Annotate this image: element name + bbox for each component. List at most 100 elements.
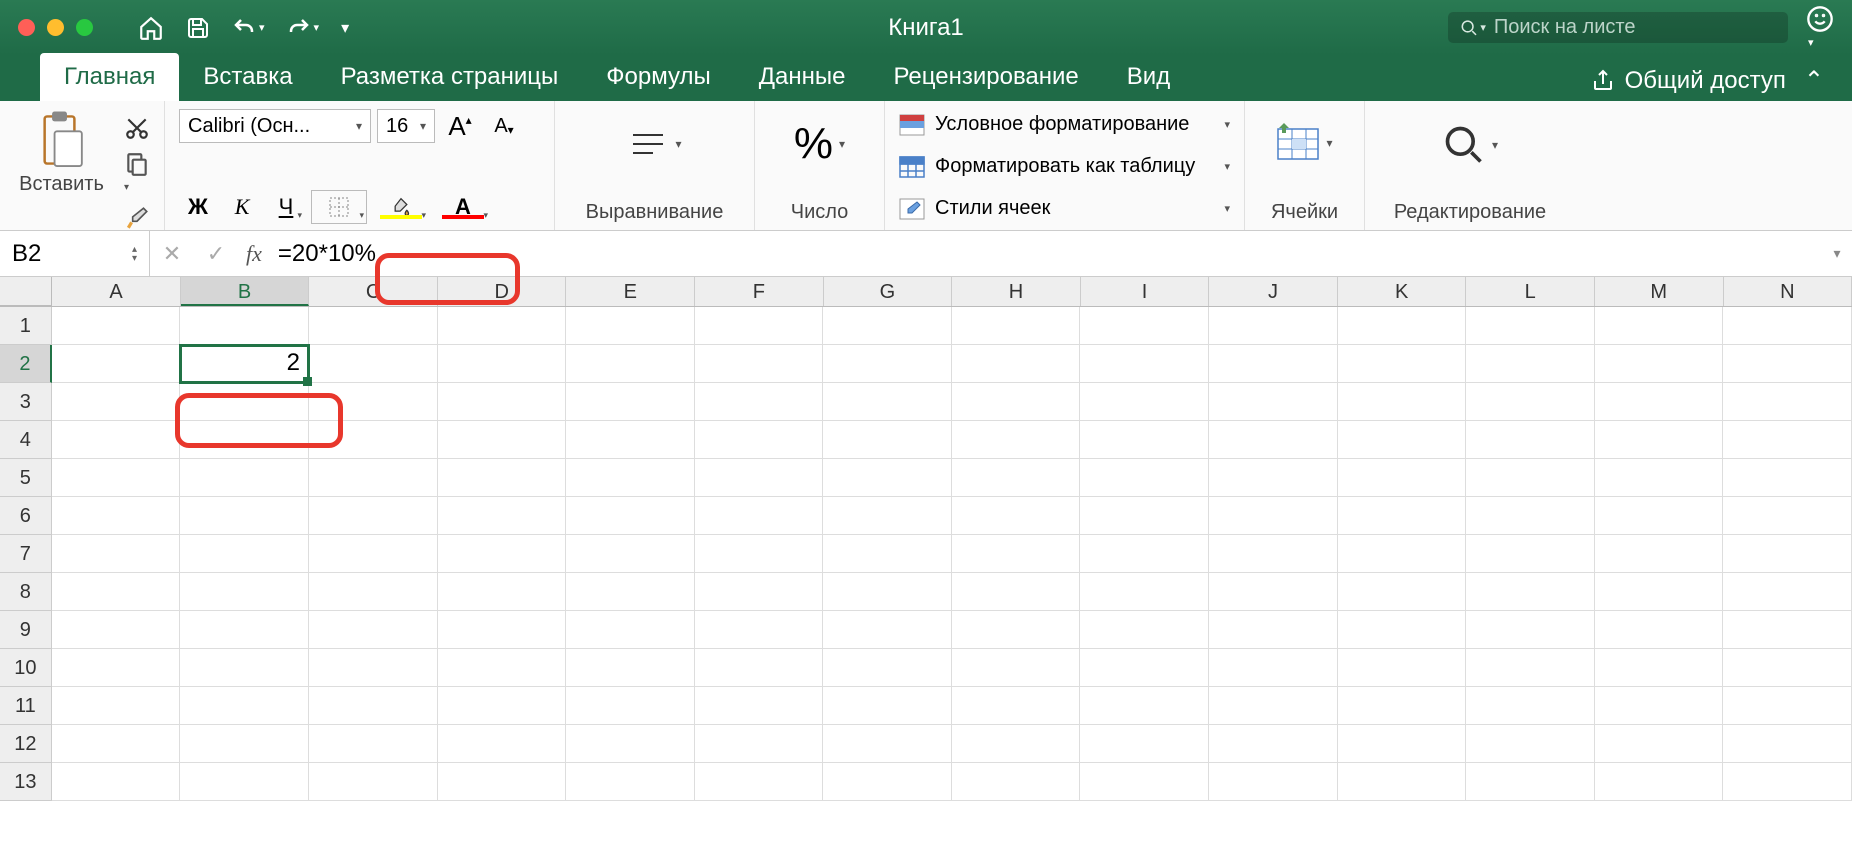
cell[interactable] (1209, 725, 1338, 763)
redo-icon[interactable]: ▾ (287, 16, 320, 40)
cell[interactable] (1080, 763, 1209, 801)
row-header[interactable]: 4 (0, 421, 52, 459)
cell[interactable] (1338, 725, 1467, 763)
cell[interactable] (180, 725, 309, 763)
find-icon[interactable] (1442, 123, 1486, 167)
cell[interactable] (566, 497, 695, 535)
cell[interactable] (1466, 459, 1595, 497)
cell[interactable] (695, 459, 824, 497)
conditional-formatting-button[interactable]: Условное форматирование▾ (899, 109, 1230, 140)
cell[interactable] (1466, 307, 1595, 345)
cell[interactable] (566, 687, 695, 725)
borders-button[interactable]: ▾ (311, 190, 367, 224)
cell[interactable] (1338, 611, 1467, 649)
cell[interactable] (1466, 497, 1595, 535)
cell[interactable] (1723, 687, 1852, 725)
cell[interactable] (180, 535, 309, 573)
cell[interactable] (1595, 307, 1724, 345)
cell[interactable] (180, 383, 309, 421)
cell[interactable]: 2 (180, 345, 309, 383)
format-painter-icon[interactable] (124, 205, 150, 231)
cell[interactable] (1209, 459, 1338, 497)
cell[interactable] (180, 307, 309, 345)
cell[interactable] (823, 763, 952, 801)
cell[interactable] (309, 383, 438, 421)
cell[interactable] (1466, 535, 1595, 573)
cell[interactable] (1466, 763, 1595, 801)
column-header[interactable]: B (181, 277, 310, 306)
cell[interactable] (309, 725, 438, 763)
cell[interactable] (566, 307, 695, 345)
cell[interactable] (566, 763, 695, 801)
cell[interactable] (1338, 573, 1467, 611)
cell[interactable] (1723, 573, 1852, 611)
row-header[interactable]: 3 (0, 383, 52, 421)
font-name-combo[interactable]: Calibri (Осн... ▾ (179, 109, 371, 143)
qat-customize-icon[interactable]: ▾ (341, 18, 349, 38)
cell[interactable] (823, 345, 952, 383)
cell[interactable] (52, 763, 181, 801)
cell[interactable] (1338, 345, 1467, 383)
cell[interactable] (180, 497, 309, 535)
decrease-font-icon[interactable]: A▾ (485, 109, 523, 143)
column-header[interactable]: L (1466, 277, 1595, 306)
cell[interactable] (566, 535, 695, 573)
fill-handle[interactable] (303, 377, 312, 386)
cell[interactable] (823, 307, 952, 345)
cell[interactable] (1080, 497, 1209, 535)
cell[interactable] (1209, 345, 1338, 383)
cell[interactable] (1723, 307, 1852, 345)
cell[interactable] (52, 725, 181, 763)
cell[interactable] (1338, 459, 1467, 497)
cell[interactable] (1466, 421, 1595, 459)
cell[interactable] (823, 535, 952, 573)
row-header[interactable]: 8 (0, 573, 52, 611)
cell[interactable] (52, 383, 181, 421)
cell[interactable] (952, 383, 1081, 421)
cell[interactable] (695, 421, 824, 459)
select-all-corner[interactable] (0, 277, 52, 306)
cell[interactable] (438, 497, 567, 535)
column-header[interactable]: K (1338, 277, 1467, 306)
cells-icon[interactable] (1276, 123, 1320, 163)
tab-view[interactable]: Вид (1103, 53, 1194, 101)
cell[interactable] (1466, 383, 1595, 421)
cell[interactable] (438, 573, 567, 611)
cell[interactable] (1080, 687, 1209, 725)
cell[interactable] (566, 649, 695, 687)
cell[interactable] (52, 649, 181, 687)
cell[interactable] (823, 687, 952, 725)
cell[interactable] (309, 687, 438, 725)
row-header[interactable]: 6 (0, 497, 52, 535)
cell[interactable] (1209, 535, 1338, 573)
expand-formula-bar-icon[interactable]: ▾ (1822, 245, 1852, 262)
cell[interactable] (1595, 573, 1724, 611)
zoom-window-icon[interactable] (76, 19, 93, 36)
column-header[interactable]: N (1724, 277, 1852, 306)
cell[interactable] (823, 573, 952, 611)
close-window-icon[interactable] (18, 19, 35, 36)
row-header[interactable]: 2 (0, 345, 52, 383)
cell[interactable] (1595, 649, 1724, 687)
cell[interactable] (438, 307, 567, 345)
row-header[interactable]: 13 (0, 763, 52, 801)
font-size-combo[interactable]: 16 ▾ (377, 109, 435, 143)
cell[interactable] (695, 497, 824, 535)
cell[interactable] (1723, 535, 1852, 573)
feedback-icon[interactable]: ▾ (1806, 5, 1834, 51)
minimize-window-icon[interactable] (47, 19, 64, 36)
cell[interactable] (1723, 763, 1852, 801)
cell[interactable] (1080, 307, 1209, 345)
cell[interactable] (566, 383, 695, 421)
cell[interactable] (438, 535, 567, 573)
cell[interactable] (1338, 687, 1467, 725)
row-header[interactable]: 5 (0, 459, 52, 497)
increase-font-icon[interactable]: A▴ (441, 109, 479, 143)
cell[interactable] (180, 421, 309, 459)
cell[interactable] (52, 307, 181, 345)
search-input[interactable] (1486, 16, 1776, 39)
cell[interactable] (1338, 763, 1467, 801)
cell[interactable] (823, 421, 952, 459)
column-header[interactable]: M (1595, 277, 1724, 306)
cell[interactable] (1595, 763, 1724, 801)
